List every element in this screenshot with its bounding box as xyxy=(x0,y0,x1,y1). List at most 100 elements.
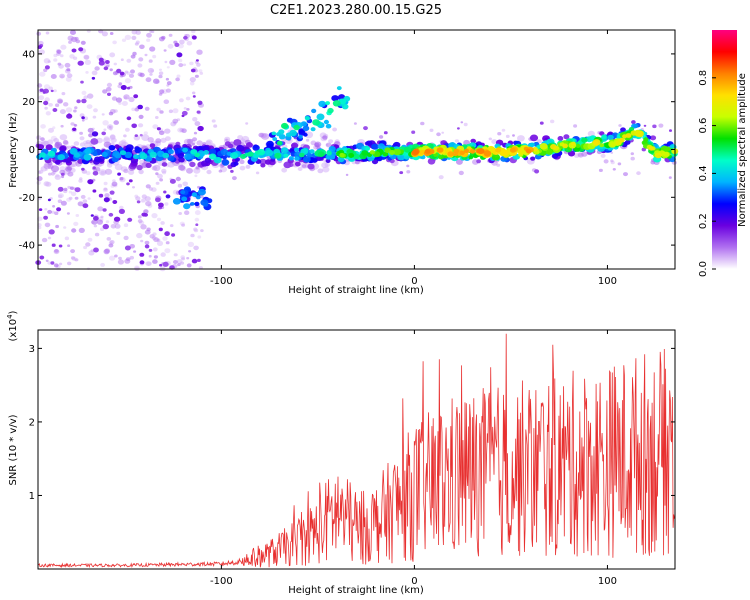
spectrogram-cell xyxy=(152,259,158,264)
spectrogram-cell xyxy=(159,263,163,267)
spectrogram-cell xyxy=(169,178,176,184)
spectrogram-cell xyxy=(149,143,156,148)
chart-title: C2E1.2023.280.00.15.G25 xyxy=(270,3,442,18)
spectrogram-cell xyxy=(145,184,151,189)
spectrogram-cell xyxy=(77,158,84,164)
spectrogram-cell xyxy=(172,118,179,124)
spectrogram-cell xyxy=(139,260,145,265)
spectrogram-cell xyxy=(636,171,641,176)
spectrogram-cell xyxy=(64,62,71,68)
spectrogram-cell xyxy=(205,139,213,146)
spectrogram-cell xyxy=(167,149,174,155)
spectrogram-cell xyxy=(109,255,116,261)
spectrogram-cell xyxy=(557,136,564,141)
spectrogram-cell xyxy=(48,172,52,176)
spectrogram-cell xyxy=(36,180,42,185)
spectrogram-xtick-label: -100 xyxy=(210,276,233,287)
spectrogram-cell xyxy=(60,54,64,58)
spectrogram-cell xyxy=(124,70,129,74)
spectrogram-cell xyxy=(119,150,127,156)
spectrogram-cell xyxy=(113,216,121,222)
spectrogram-cell xyxy=(60,124,64,128)
spectrogram-cell xyxy=(57,199,63,203)
spectrogram-cell xyxy=(50,74,57,79)
spectrogram-cell xyxy=(193,227,198,232)
spectrogram-cell xyxy=(477,148,485,155)
spectrogram-cell xyxy=(190,68,196,73)
spectrogram-cell xyxy=(87,93,94,99)
spectrogram-cell xyxy=(186,138,194,145)
spectrogram-cell xyxy=(130,69,135,74)
spectrogram-cell xyxy=(669,129,672,132)
spectrogram-cell xyxy=(141,134,150,142)
spectrogram-cell xyxy=(338,94,346,101)
spectrogram-cell xyxy=(623,172,628,177)
spectrogram-cell xyxy=(94,66,100,71)
spectrogram-cell xyxy=(500,150,508,156)
spectrogram-cell xyxy=(156,240,164,246)
spectrogram-cell xyxy=(288,156,294,161)
spectrogram-cell xyxy=(276,140,283,146)
colorbar-gradient xyxy=(712,30,737,269)
spectrogram-cell xyxy=(82,203,89,209)
spectrogram-cell xyxy=(71,228,77,233)
spectrogram-cell xyxy=(100,227,105,231)
spectrogram-cell xyxy=(526,149,532,154)
spectrogram-cell xyxy=(45,259,49,262)
spectrogram-cell xyxy=(77,60,84,66)
spectrogram-cell xyxy=(54,141,63,148)
spectrogram-cell xyxy=(83,154,92,161)
spectrogram-cell xyxy=(211,119,216,123)
spectrogram-cell xyxy=(148,59,153,63)
spectrogram-cell xyxy=(134,134,138,138)
snr-ticks: -100 0 100 1 2 3 xyxy=(29,330,675,587)
spectrogram-cell xyxy=(181,128,187,133)
snr-ytick-label: 3 xyxy=(29,344,35,355)
spectrogram-cell xyxy=(512,134,515,137)
spectrogram-cell xyxy=(195,166,199,170)
spectrogram-cell xyxy=(44,222,51,228)
spectrogram-cell xyxy=(501,128,506,132)
spectrogram-cell xyxy=(35,135,42,140)
spectrogram-cell xyxy=(62,139,69,145)
spectrogram-cell xyxy=(123,223,129,228)
spectrogram-cell xyxy=(123,134,127,138)
spectrogram-cell xyxy=(138,169,144,175)
spectrogram-cell xyxy=(302,156,311,163)
spectrogram-cell xyxy=(454,139,459,143)
spectrogram-xtick-label: 0 xyxy=(411,276,417,287)
spectrogram-cell xyxy=(298,134,303,139)
spectrogram-cell xyxy=(361,150,369,156)
spectrogram-cell xyxy=(190,233,195,238)
spectrogram-cell xyxy=(59,134,68,141)
spectrogram-cell xyxy=(50,172,56,176)
spectrogram-cell xyxy=(307,163,315,170)
spectrogram-cell xyxy=(328,139,334,144)
spectrogram-cell xyxy=(45,31,50,35)
spectrogram-cell xyxy=(85,171,91,176)
spectrogram-cell xyxy=(103,187,108,191)
spectrogram-cell xyxy=(63,187,68,191)
spectrogram-cell xyxy=(179,98,184,103)
spectrogram-cell xyxy=(363,126,368,131)
spectrogram-cell xyxy=(172,108,179,114)
spectrogram-cell xyxy=(186,263,192,268)
spectrogram-cell xyxy=(194,174,198,178)
spectrogram-cell xyxy=(182,147,189,153)
spectrogram-cell xyxy=(429,128,434,132)
spectrogram-cell xyxy=(58,244,63,248)
spectrogram-cell xyxy=(118,208,125,214)
spectrogram-cell xyxy=(60,200,67,206)
spectrogram-cell xyxy=(178,164,186,171)
spectrogram-cell xyxy=(140,198,146,203)
spectrogram-cell xyxy=(181,114,185,118)
spectrogram-cell xyxy=(111,96,118,101)
spectrogram-cell xyxy=(126,182,130,186)
spectrogram-cell xyxy=(164,60,168,64)
spectrogram-cell xyxy=(137,63,143,68)
spectrogram-cell xyxy=(162,261,169,267)
spectrogram-cell xyxy=(536,139,542,144)
spectrogram-cell xyxy=(125,127,130,132)
spectrogram-cell xyxy=(139,44,145,50)
spectrogram-cell xyxy=(469,149,476,154)
